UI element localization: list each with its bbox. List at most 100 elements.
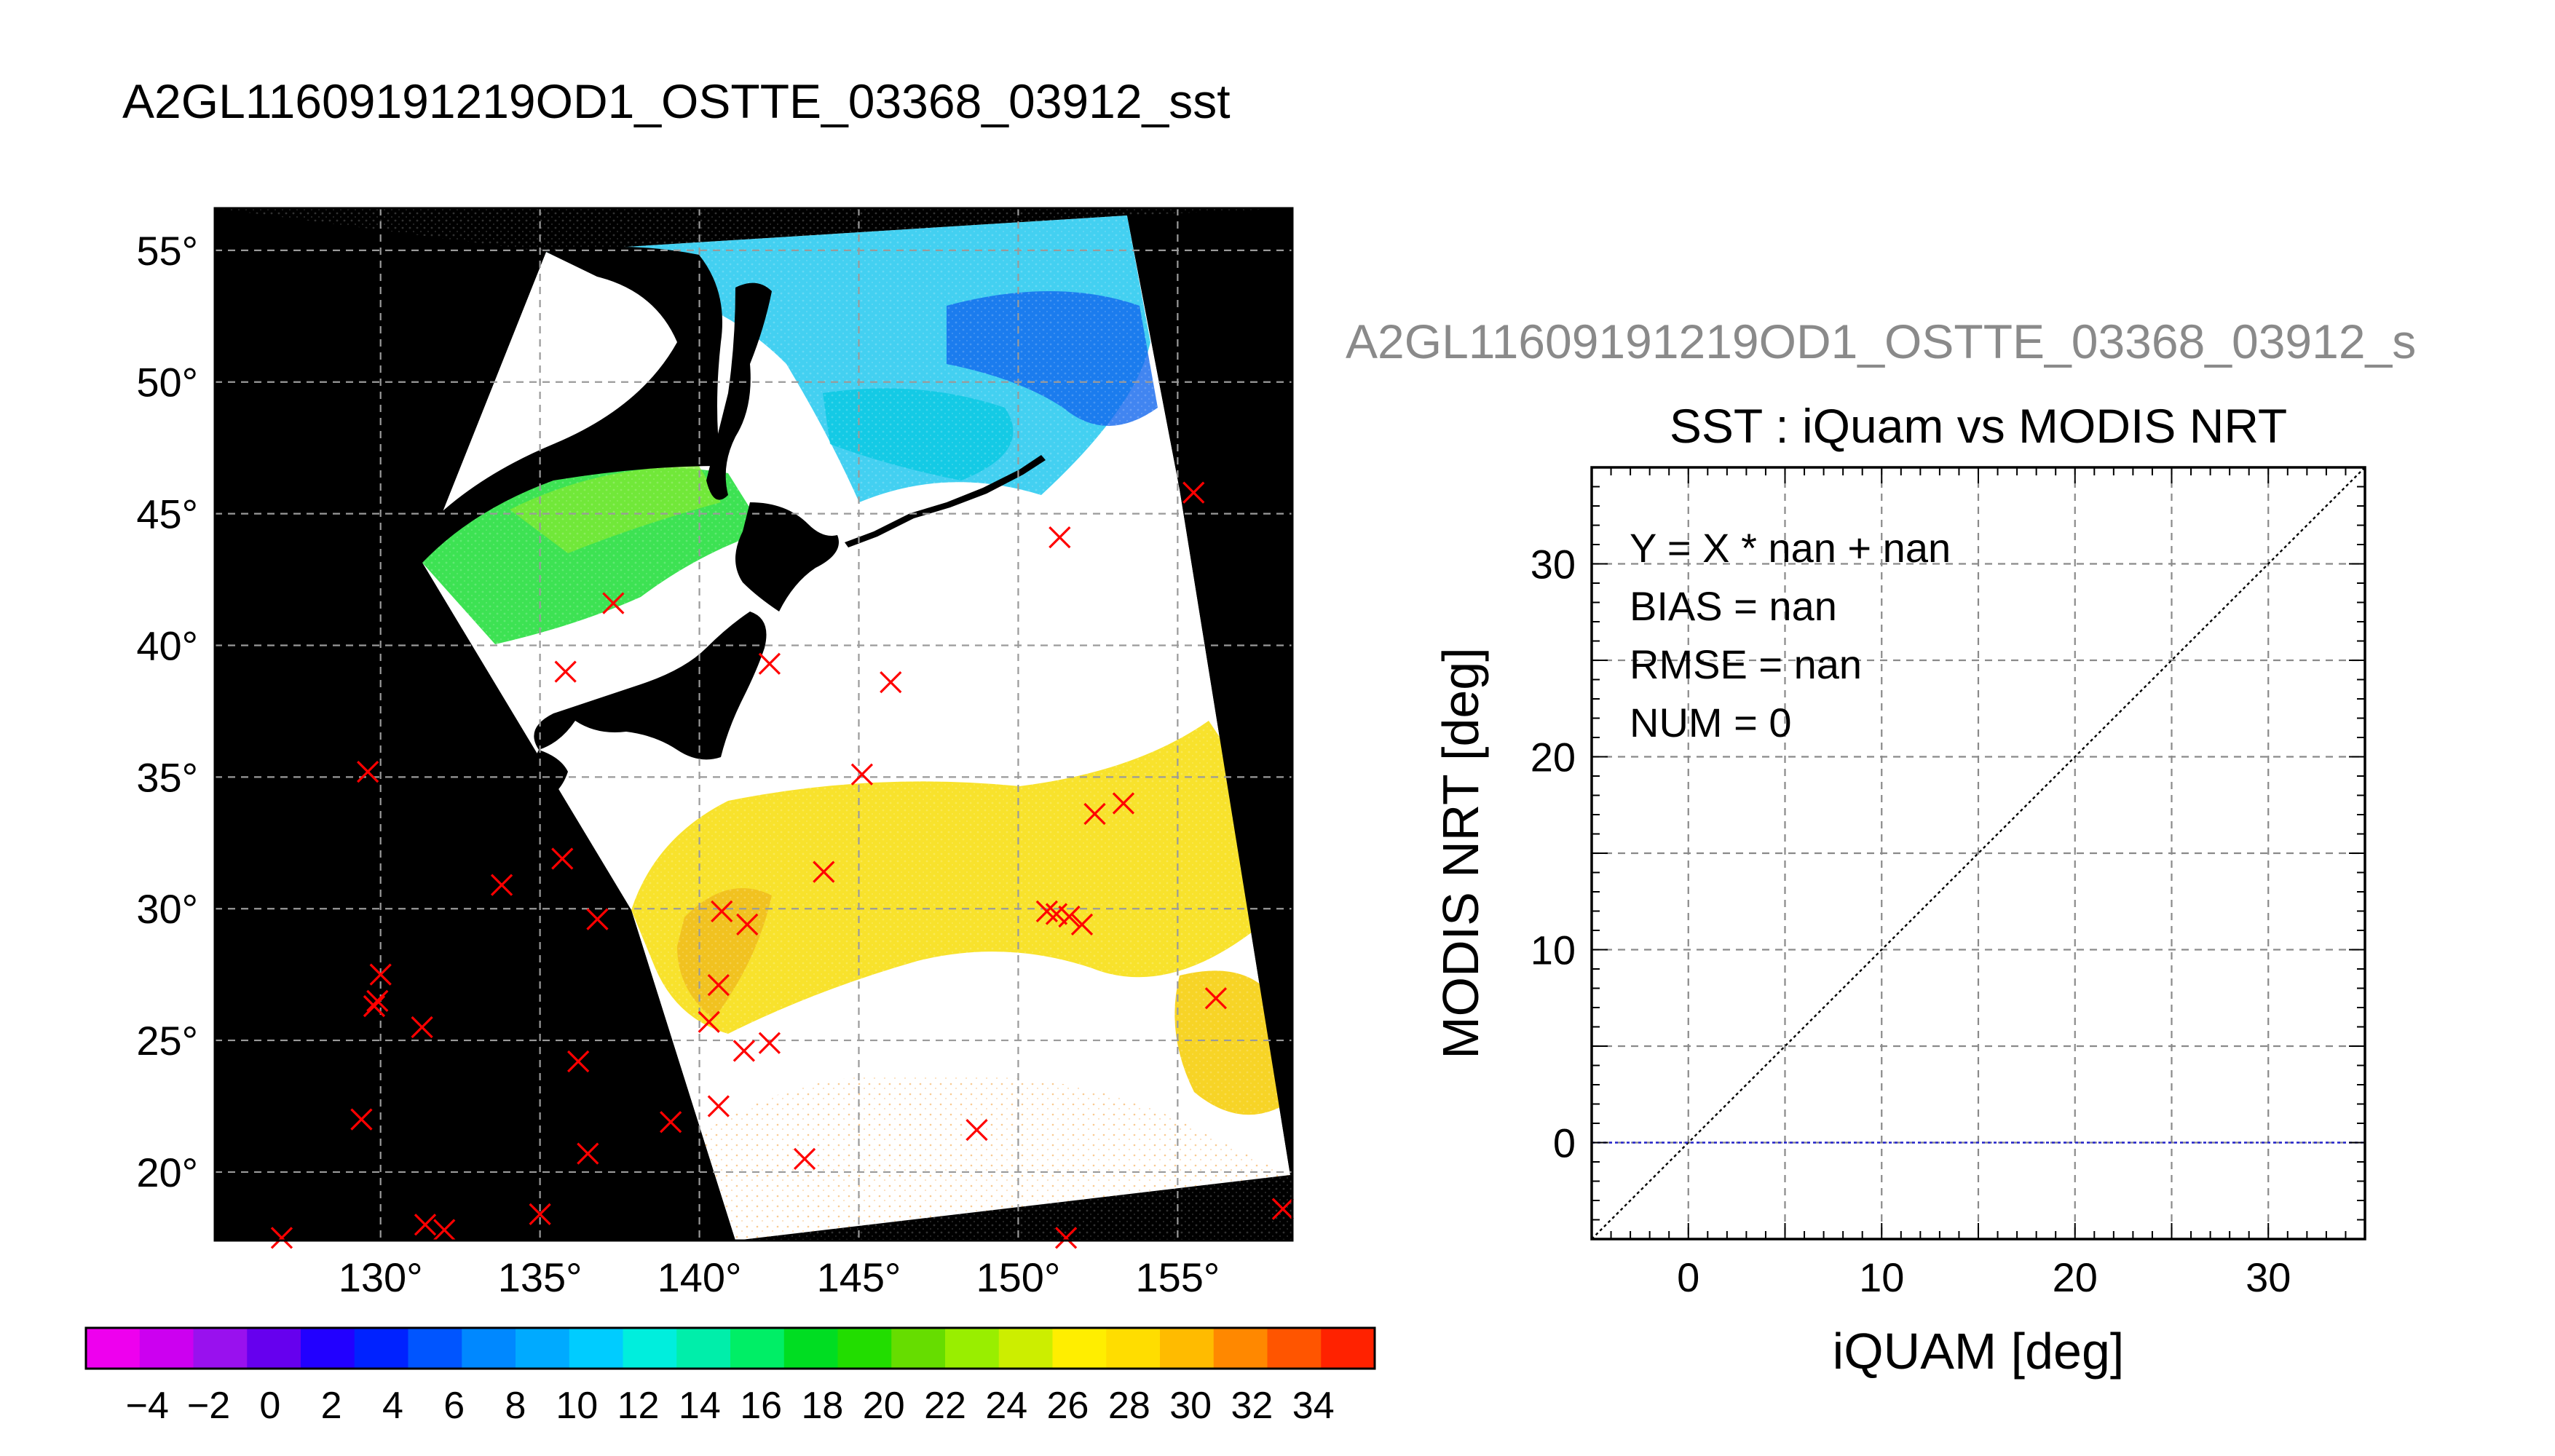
lon-tick-label: 145° — [817, 1254, 901, 1300]
colorbar-tick-label: 16 — [740, 1385, 782, 1427]
buoy-marker — [1045, 903, 1068, 925]
colorbar-swatch — [1106, 1328, 1161, 1369]
buoy-marker — [551, 847, 574, 870]
buoy-marker — [758, 1032, 781, 1054]
colorbar-tick-label: 0 — [259, 1385, 280, 1427]
colorbar-tick-label: 14 — [679, 1385, 721, 1427]
lon-tick-label: 155° — [1135, 1254, 1220, 1300]
stats-rmse: RMSE = nan — [1630, 641, 1862, 687]
buoy-marker — [1112, 792, 1135, 815]
map-markers — [270, 481, 1294, 1249]
colorbar-swatch — [998, 1328, 1053, 1369]
x-axis-label: iQUAM [deg] — [1833, 1323, 2125, 1380]
colorbar-swatch — [945, 1328, 1000, 1369]
colorbar-tick-label: 34 — [1292, 1385, 1335, 1427]
lat-tick-label: 35° — [136, 754, 198, 800]
colorbar-swatch — [1267, 1328, 1322, 1369]
buoy-marker — [707, 1095, 730, 1117]
colorbar-swatch — [1052, 1328, 1107, 1369]
identity-line — [1592, 467, 2365, 1239]
colorbar-frame — [84, 1326, 1376, 1370]
buoy-marker — [1058, 905, 1081, 928]
buoy-marker — [357, 760, 379, 783]
colorbar-tick-label: 24 — [985, 1385, 1027, 1427]
buoy-marker — [1271, 1198, 1294, 1220]
buoy-marker — [554, 660, 577, 683]
colorbar-swatch — [408, 1328, 462, 1369]
colorbar-tick-label: 12 — [617, 1385, 660, 1427]
colorbar-swatch — [1213, 1328, 1268, 1369]
colorbar-tick-label: −2 — [187, 1385, 230, 1427]
buoy-marker — [965, 1118, 988, 1142]
colorbar-swatch — [891, 1328, 946, 1369]
colorbar-swatch — [462, 1328, 516, 1369]
map-panel: 55° 50° 45° 40° 35° 30° 25° 20° 130° 135° 140° 145… — [136, 207, 1294, 1300]
colorbar-tick-label: 4 — [382, 1385, 403, 1427]
buoy-marker — [707, 973, 730, 997]
land — [215, 208, 1292, 1241]
x-tick-label: 30 — [2246, 1254, 2291, 1300]
lat-tick-label: 30° — [136, 886, 198, 932]
scatter-grid — [1592, 467, 2365, 1239]
colorbar-tick-label: 30 — [1169, 1385, 1212, 1427]
colorbar-swatch — [837, 1328, 892, 1369]
colorbar-tick-label: 22 — [924, 1385, 966, 1427]
lat-tick-label: 40° — [136, 622, 198, 668]
x-tick-label: 0 — [1677, 1254, 1699, 1300]
map-frame — [213, 207, 1294, 1242]
colorbar-tick-label: 32 — [1231, 1385, 1273, 1427]
buoy-marker — [698, 1010, 720, 1033]
colorbar-swatch — [247, 1328, 301, 1369]
colorbar-tick-label: 2 — [321, 1385, 342, 1427]
buoy-marker — [602, 592, 625, 614]
buoy-marker — [577, 1142, 599, 1165]
asian-coast — [412, 246, 722, 563]
buoy-marker — [850, 763, 874, 786]
buoy-marker — [411, 1016, 433, 1039]
colorbar-tick-label: 10 — [556, 1385, 598, 1427]
figure-title: A2GL11609191219OD1_OSTTE_03368_03912_sst — [122, 74, 1231, 128]
stats-bias: BIAS = nan — [1630, 583, 1837, 629]
colorbar-tick-label: 26 — [1047, 1385, 1089, 1427]
buoy-marker — [660, 1111, 682, 1133]
lat-tick-label: 25° — [136, 1018, 198, 1064]
colorbar-swatch — [193, 1328, 248, 1369]
honshu — [534, 612, 767, 760]
lon-tick-label: 130° — [339, 1254, 423, 1300]
y-tick-label: 20 — [1531, 735, 1576, 780]
x-tick-label: 10 — [1859, 1254, 1904, 1300]
buoy-marker — [793, 1147, 816, 1170]
buoy-marker — [363, 994, 386, 1018]
sakhalin — [706, 282, 772, 500]
colorbar-tick-label: 8 — [505, 1385, 526, 1427]
buoy-marker — [414, 1214, 437, 1236]
buoy-marker — [1070, 913, 1094, 936]
lon-tick-label: 150° — [976, 1254, 1061, 1300]
colorbar-swatch — [1321, 1328, 1375, 1369]
lat-tick-label: 20° — [136, 1150, 198, 1195]
x-tick-label: 20 — [2053, 1254, 2098, 1300]
colorbar-swatch — [354, 1328, 408, 1369]
west-dark-region — [215, 208, 735, 1241]
buoy-marker — [1182, 481, 1205, 504]
stats-equation: Y = X * nan + nan — [1630, 525, 1951, 571]
scatter-frame — [1590, 466, 2366, 1241]
buoy-marker — [732, 1040, 755, 1062]
buoy-marker — [350, 1108, 373, 1131]
scatter-file-title: A2GL11609191219OD1_OSTTE_03368_03912_s — [1346, 314, 2416, 368]
scatter-title: SST : iQuam vs MODIS NRT — [1670, 399, 2287, 453]
buoy-marker — [711, 900, 733, 922]
buoy-marker — [1083, 802, 1106, 826]
buoy-marker — [270, 1227, 293, 1249]
buoy-marker — [813, 860, 835, 883]
buoy-marker — [529, 1203, 551, 1225]
colorbar-swatch — [569, 1328, 623, 1369]
buoy-marker — [567, 1050, 590, 1073]
colorbar-tick-label: 18 — [802, 1385, 844, 1427]
buoy-marker — [586, 908, 609, 930]
buoy-marker — [366, 989, 389, 1012]
colorbar-swatch — [1160, 1328, 1215, 1369]
buoy-marker — [1054, 1227, 1078, 1249]
buoy-marker — [736, 913, 759, 936]
lat-tick-label: 45° — [136, 491, 198, 537]
